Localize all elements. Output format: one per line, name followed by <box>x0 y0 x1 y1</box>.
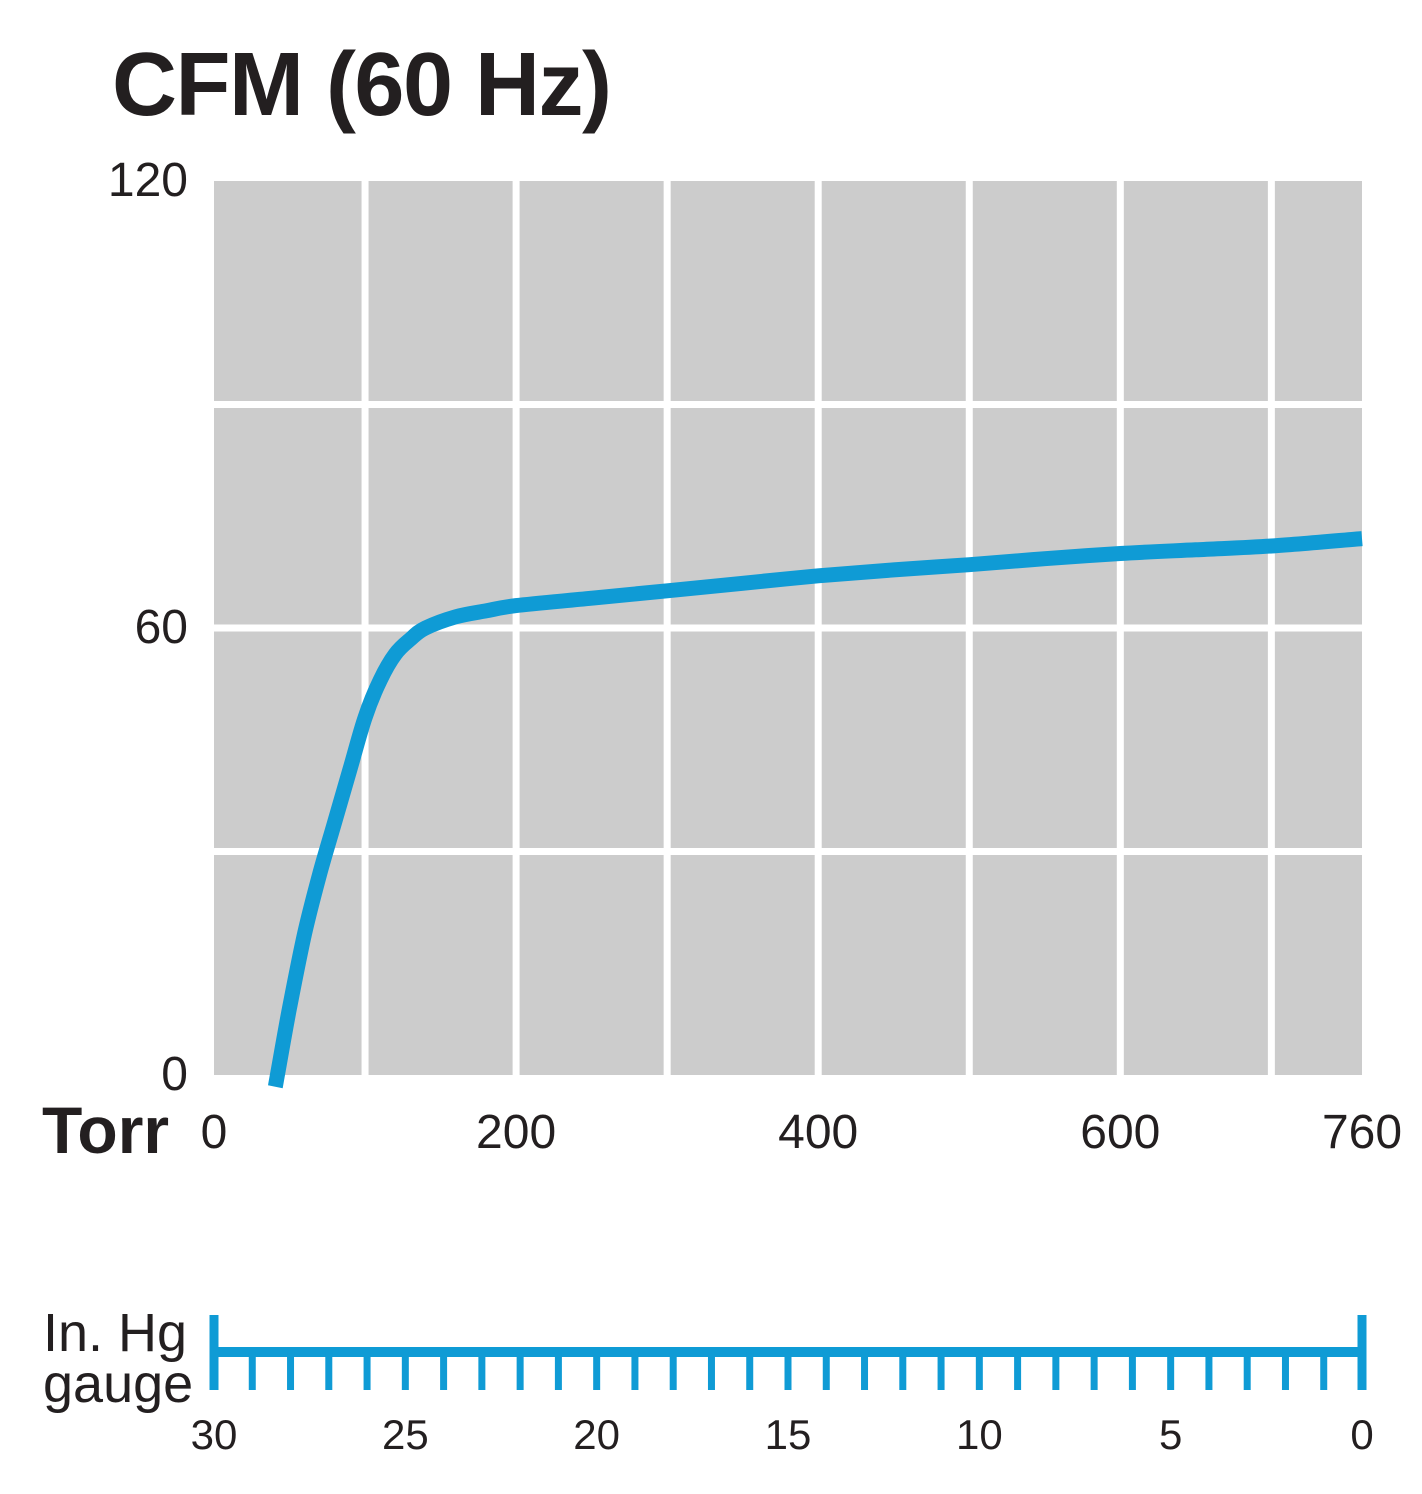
inhg-tick-label: 25 <box>381 1411 429 1458</box>
inhg-tick-label: 5 <box>1158 1411 1183 1458</box>
inhg-axis-title-line1: In. Hg <box>43 1303 188 1363</box>
inhg-tick-label: 10 <box>955 1411 1003 1458</box>
plot-area <box>214 181 1363 1089</box>
chart-title: CFM (60 Hz) <box>112 35 612 135</box>
y-tick-label: 120 <box>107 154 188 207</box>
x-tick-label: 200 <box>476 1106 557 1159</box>
y-tick-label: 60 <box>134 601 188 654</box>
inhg-gauge-ruler <box>209 1310 1367 1392</box>
x-tick-label: 760 <box>1321 1106 1403 1159</box>
flow-curve-plot <box>214 181 1363 1089</box>
x-tick-label: 0 <box>200 1106 228 1159</box>
y-tick-label: 0 <box>161 1048 188 1101</box>
inhg-tick-label: 15 <box>764 1411 812 1458</box>
inhg-axis-title-line2: gauge <box>43 1354 194 1414</box>
flow-curve <box>267 531 1363 1089</box>
inhg-tick-label: 30 <box>190 1411 238 1458</box>
x-axis-title: Torr <box>42 1093 170 1167</box>
inhg-tick-label: 20 <box>573 1411 621 1458</box>
inhg-axis-title: In. Hg gauge <box>43 1306 193 1411</box>
inhg-tick-label: 0 <box>1350 1411 1374 1458</box>
x-tick-label: 400 <box>778 1106 859 1159</box>
x-tick-label: 600 <box>1080 1106 1161 1159</box>
inhg-ruler-scale <box>209 1315 1367 1390</box>
